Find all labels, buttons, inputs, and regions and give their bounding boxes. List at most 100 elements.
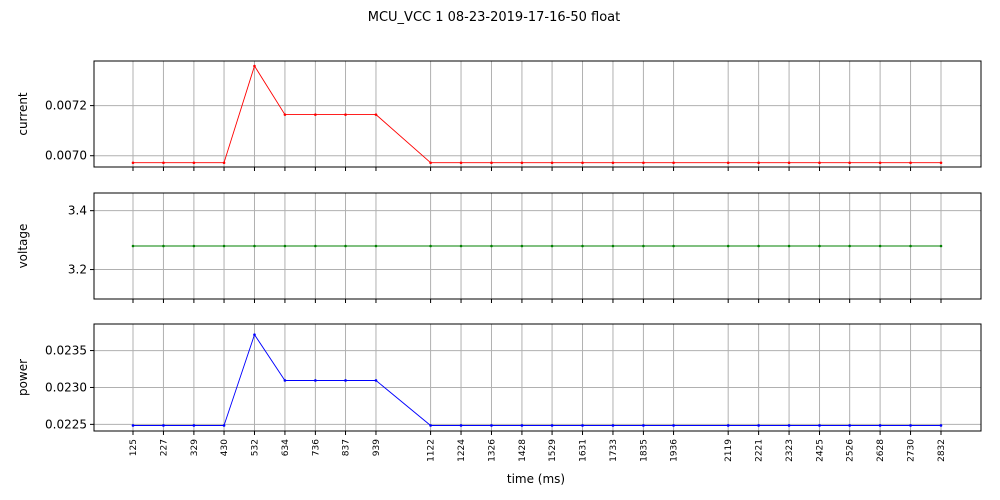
- x-tick-label: 2323: [785, 439, 795, 462]
- data-point-power: [550, 424, 554, 427]
- data-point-voltage: [672, 244, 675, 248]
- data-point-voltage: [611, 244, 615, 248]
- data-point-power: [818, 424, 821, 427]
- data-point-power: [162, 424, 165, 427]
- data-point-power: [222, 424, 226, 427]
- x-tick-label: 2832: [937, 439, 947, 462]
- data-point-voltage: [848, 244, 851, 248]
- y-axis-label: power: [16, 359, 30, 396]
- y-tick-label: 3.4: [68, 204, 87, 218]
- data-point-voltage: [192, 244, 196, 248]
- data-point-power: [459, 424, 463, 427]
- data-point-voltage: [550, 244, 554, 248]
- data-point-voltage: [283, 244, 287, 248]
- data-point-power: [253, 333, 256, 337]
- data-point-power: [314, 379, 317, 382]
- axes-frame-current: [93, 60, 982, 168]
- chart-title: MCU_VCC 1 08-23-2019-17-16-50 float: [368, 10, 620, 25]
- data-point-voltage: [878, 244, 882, 248]
- data-point-voltage: [253, 244, 256, 248]
- x-tick-label: 1326: [487, 439, 497, 462]
- x-tick-label: 2221: [755, 439, 765, 462]
- data-point-power: [581, 424, 584, 427]
- x-tick-label: 2628: [876, 439, 886, 462]
- data-point-voltage: [726, 244, 730, 248]
- data-point-voltage: [520, 244, 524, 248]
- data-point-power: [909, 424, 912, 427]
- data-point-voltage: [162, 244, 165, 248]
- x-tick-label: 1936: [670, 439, 680, 462]
- data-point-power: [520, 424, 524, 427]
- x-tick-label: 1529: [548, 439, 558, 462]
- data-point-current: [520, 161, 524, 165]
- data-point-power: [787, 424, 791, 427]
- data-point-current: [459, 161, 463, 165]
- data-point-current: [222, 161, 226, 165]
- x-tick-label: 2119: [724, 439, 734, 462]
- data-point-power: [939, 424, 943, 427]
- data-point-power: [878, 424, 882, 427]
- x-tick-label: 837: [342, 439, 352, 456]
- y-tick-label: 0.0072: [45, 99, 87, 113]
- y-tick-label: 0.0235: [45, 344, 87, 358]
- y-tick-label: 0.0230: [45, 380, 87, 394]
- data-point-current: [581, 161, 584, 165]
- y-tick-label: 0.0225: [45, 417, 87, 431]
- data-point-power: [490, 424, 493, 427]
- data-point-voltage: [939, 244, 943, 248]
- data-point-power: [642, 424, 645, 427]
- x-tick-label: 736: [311, 439, 321, 456]
- data-point-current: [939, 161, 943, 165]
- data-point-voltage: [642, 244, 645, 248]
- data-point-power: [848, 424, 851, 427]
- data-point-current: [490, 161, 493, 165]
- data-point-current: [787, 161, 791, 165]
- data-point-current: [550, 161, 554, 165]
- data-point-current: [848, 161, 851, 165]
- x-axis-label: time (ms): [507, 472, 565, 486]
- x-tick-label: 1122: [427, 439, 437, 462]
- data-point-power: [374, 379, 378, 382]
- axes-frame-voltage: [93, 192, 982, 300]
- x-tick-label: 634: [281, 439, 291, 456]
- data-point-current: [429, 161, 432, 165]
- x-tick-label: 1224: [457, 439, 467, 462]
- data-point-voltage: [909, 244, 912, 248]
- data-point-voltage: [314, 244, 317, 248]
- data-point-current: [131, 161, 135, 165]
- x-tick-label: 125: [129, 439, 139, 456]
- data-point-current: [818, 161, 821, 165]
- data-point-current: [253, 64, 256, 68]
- data-point-current: [909, 161, 912, 165]
- x-tick-label: 2425: [816, 439, 826, 462]
- data-point-voltage: [131, 244, 135, 248]
- x-tick-label: 1631: [579, 439, 589, 462]
- data-point-current: [672, 161, 675, 165]
- x-tick-label: 430: [220, 439, 230, 456]
- data-point-voltage: [787, 244, 791, 248]
- data-point-power: [192, 424, 196, 427]
- x-tick-label: 2526: [846, 439, 856, 462]
- data-point-current: [344, 113, 347, 116]
- data-point-power: [611, 424, 615, 427]
- series-line-power: [133, 333, 941, 426]
- data-point-power: [283, 379, 287, 382]
- x-tick-label: 1835: [639, 439, 649, 462]
- y-tick-label: 3.2: [68, 263, 87, 277]
- data-point-voltage: [581, 244, 584, 248]
- data-point-power: [672, 424, 675, 427]
- data-point-current: [878, 161, 882, 165]
- y-axis-label: voltage: [16, 224, 30, 269]
- data-point-current: [726, 161, 730, 165]
- data-point-current: [192, 161, 196, 165]
- data-point-power: [344, 379, 347, 382]
- x-tick-label: 939: [372, 439, 382, 456]
- data-point-voltage: [490, 244, 493, 248]
- x-tick-label: 329: [190, 439, 200, 456]
- data-point-current: [374, 113, 378, 116]
- data-point-power: [429, 424, 432, 427]
- data-point-voltage: [374, 244, 378, 248]
- x-tick-label: 532: [250, 439, 260, 456]
- data-point-current: [314, 113, 317, 116]
